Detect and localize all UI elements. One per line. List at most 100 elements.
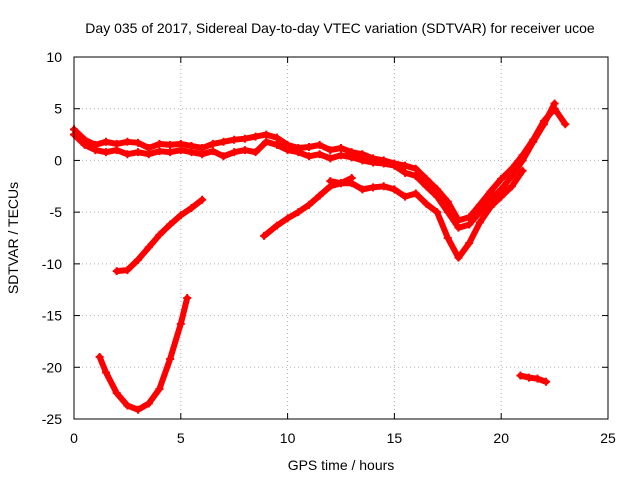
data-point [337,151,345,160]
data-point [401,161,410,170]
data-point [411,164,420,173]
x-axis-label: GPS time / hours [288,457,395,473]
data-point [304,152,313,161]
data-point [208,139,217,148]
data-point [433,192,442,201]
data-point [134,138,143,147]
data-point [443,208,452,217]
data-point [123,137,132,146]
data-point [433,185,442,194]
y-tick-label: 10 [46,49,62,65]
data-point [262,137,271,146]
series-short-segment [516,371,551,386]
data-point [379,159,388,168]
data-point [240,146,249,155]
data-point [144,243,153,252]
data-point [155,139,164,148]
data-point [347,153,356,162]
data-point [219,137,228,146]
data-point [102,148,111,157]
data-point [507,182,516,191]
data-point [112,146,121,155]
data-point [95,352,104,361]
data-point [497,185,506,194]
data-point [187,148,196,157]
data-point [304,200,313,209]
data-point [283,214,292,223]
data-point [315,191,324,200]
data-point [533,374,542,383]
chart-title: Day 035 of 2017, Sidereal Day-to-day VTE… [85,20,595,36]
data-point [369,158,378,167]
series-line [71,100,558,231]
data-point [166,148,175,157]
data-point [454,223,463,232]
data-point [112,389,121,398]
data-point [176,146,185,155]
data-point [219,152,228,161]
data-point [486,187,495,196]
series-main-middle [70,99,559,232]
data-point [433,208,442,217]
series-rising-segment-a [112,195,207,276]
y-tick-label: 0 [54,152,62,168]
data-point [326,182,335,191]
series-line [517,372,550,385]
data-point [443,197,452,206]
data-point [144,150,153,159]
data-point [358,156,367,165]
series-deep-dip [95,293,192,414]
data-point [401,168,410,177]
data-point [390,161,399,170]
data-point [561,120,570,129]
data-point [465,239,474,248]
data-point [166,355,175,364]
data-point [294,208,303,217]
data-point [524,373,533,382]
data-point [123,150,132,159]
data-point [123,401,132,410]
data-point [454,253,463,262]
data-point [230,148,239,157]
data-point [422,182,431,191]
data-point [507,171,516,180]
data-point [358,185,367,194]
data-point [283,146,292,155]
data-point [102,137,111,146]
data-point [315,150,324,159]
data-point [390,185,399,194]
data-point [208,147,217,156]
data-point [337,179,345,188]
data-point [497,175,506,184]
data-point [497,192,506,201]
data-series [70,99,570,414]
data-point [411,189,420,198]
x-tick-label: 0 [70,430,78,446]
data-point [422,199,431,208]
data-point [166,140,175,149]
data-point [516,371,525,380]
data-point [272,140,281,149]
data-point [144,399,153,408]
y-tick-label: -15 [42,308,62,324]
data-point [518,166,527,175]
data-point [155,147,164,156]
data-point [401,192,410,201]
y-tick-label: 5 [54,101,62,117]
data-point [155,230,164,239]
y-tick-label: -20 [42,359,62,375]
data-point [251,148,260,157]
series-line [96,295,191,413]
data-point [379,182,388,191]
data-point [272,221,281,230]
data-point [475,208,484,217]
data-point [529,137,538,146]
data-point [176,319,185,328]
axis-ticks: 0 5 10 15 20 25 -25 -20 -15 -10 -5 0 5 10 [42,49,616,446]
data-point [486,202,495,211]
data-point [230,135,239,144]
series-rising-segment-b [260,174,356,240]
data-point [91,146,100,155]
data-point [134,405,143,414]
